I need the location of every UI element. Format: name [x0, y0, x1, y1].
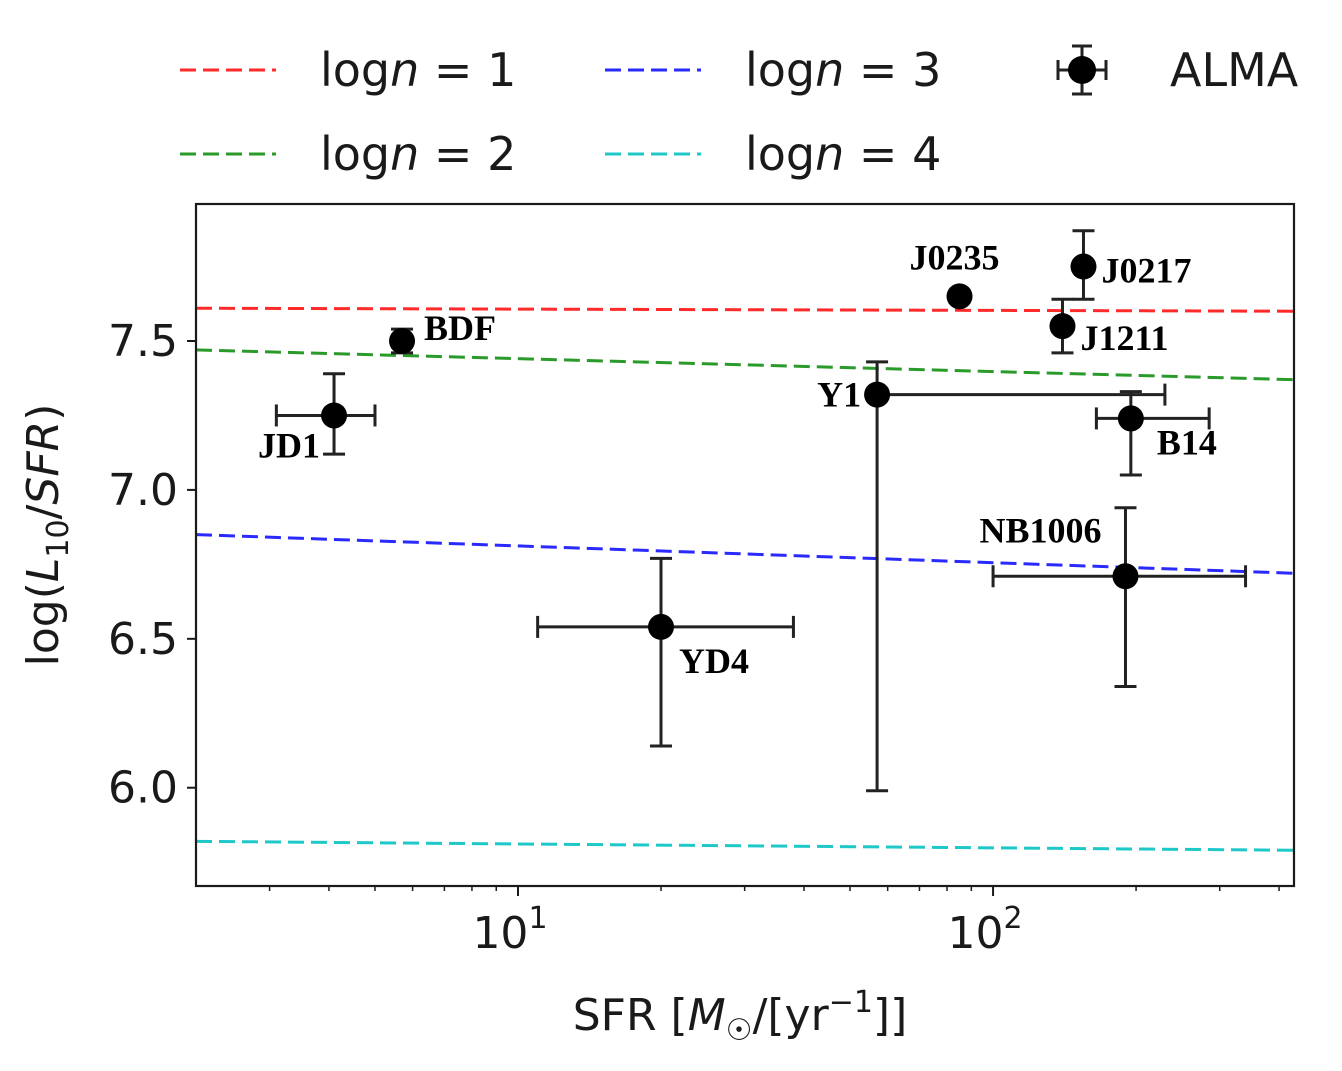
data-point-j0235 — [946, 283, 973, 310]
x-tick-label: 101 — [472, 901, 547, 959]
data-point-j0217 — [1070, 229, 1097, 301]
marker — [1049, 313, 1076, 340]
data-point-y1 — [864, 360, 1167, 793]
series-line-1 — [195, 306, 1295, 313]
data-point-j1211 — [1049, 297, 1076, 355]
y-tick-label: 7.0 — [108, 465, 178, 516]
marker — [1117, 405, 1144, 432]
x-axis-label: SFR [M☉/[yr−1]] — [573, 985, 908, 1048]
y-axis-label: log(L10/SFR) — [18, 404, 76, 667]
marker — [1112, 563, 1139, 590]
legend-label-points: ALMA — [1170, 43, 1299, 97]
marker — [864, 381, 891, 408]
legend-label: logn = 1 — [320, 43, 516, 97]
data-point-yd4 — [536, 556, 795, 748]
legend-label: logn = 4 — [745, 127, 941, 181]
point-label-yd4: YD4 — [679, 641, 749, 681]
data-points — [274, 229, 1248, 793]
y-tick-label: 6.5 — [108, 614, 178, 665]
legend-label: logn = 2 — [320, 127, 516, 181]
series-line-4 — [195, 839, 1295, 852]
point-label-j0217: J0217 — [1101, 251, 1191, 291]
marker — [648, 613, 675, 640]
data-point-b14 — [1094, 390, 1211, 477]
point-label-j1211: J1211 — [1080, 318, 1168, 358]
marker — [389, 327, 416, 354]
legend-marker — [1068, 56, 1096, 84]
marker — [946, 283, 973, 310]
legend-item-1: logn = 1 — [180, 43, 516, 97]
legend-item-points: ALMA — [1056, 43, 1299, 97]
point-label-bdf: BDF — [424, 308, 496, 348]
legend-label: logn = 3 — [745, 43, 941, 97]
plot-frame — [194, 202, 1296, 888]
legend: logn = 1 logn = 2 logn = 3 logn = 4 ALMA — [180, 43, 1299, 181]
legend-item-2: logn = 2 — [180, 127, 516, 181]
point-label-jd1: JD1 — [258, 425, 320, 465]
y-tick-label: 6.0 — [108, 763, 178, 814]
point-labels: JD1 BDF YD4 Y1 J0235 J1211 J0217 B14 NB1006 — [258, 237, 1217, 681]
point-label-j0235: J0235 — [910, 237, 1000, 277]
point-label-nb1006: NB1006 — [979, 510, 1101, 550]
data-point-bdf — [389, 327, 416, 355]
legend-item-3: logn = 3 — [605, 43, 941, 97]
x-tick-label: 102 — [948, 901, 1023, 959]
marker — [1070, 253, 1097, 280]
data-point-nb1006 — [991, 506, 1248, 688]
y-tick-label: 7.5 — [108, 316, 178, 367]
data-point-jd1 — [274, 372, 377, 456]
legend-item-4: logn = 4 — [605, 127, 941, 181]
marker — [321, 402, 348, 429]
axis-ticks: 6.0 6.5 7.0 7.5 101 102 — [108, 316, 1280, 959]
point-label-b14: B14 — [1157, 422, 1217, 462]
point-label-y1: Y1 — [817, 375, 861, 415]
